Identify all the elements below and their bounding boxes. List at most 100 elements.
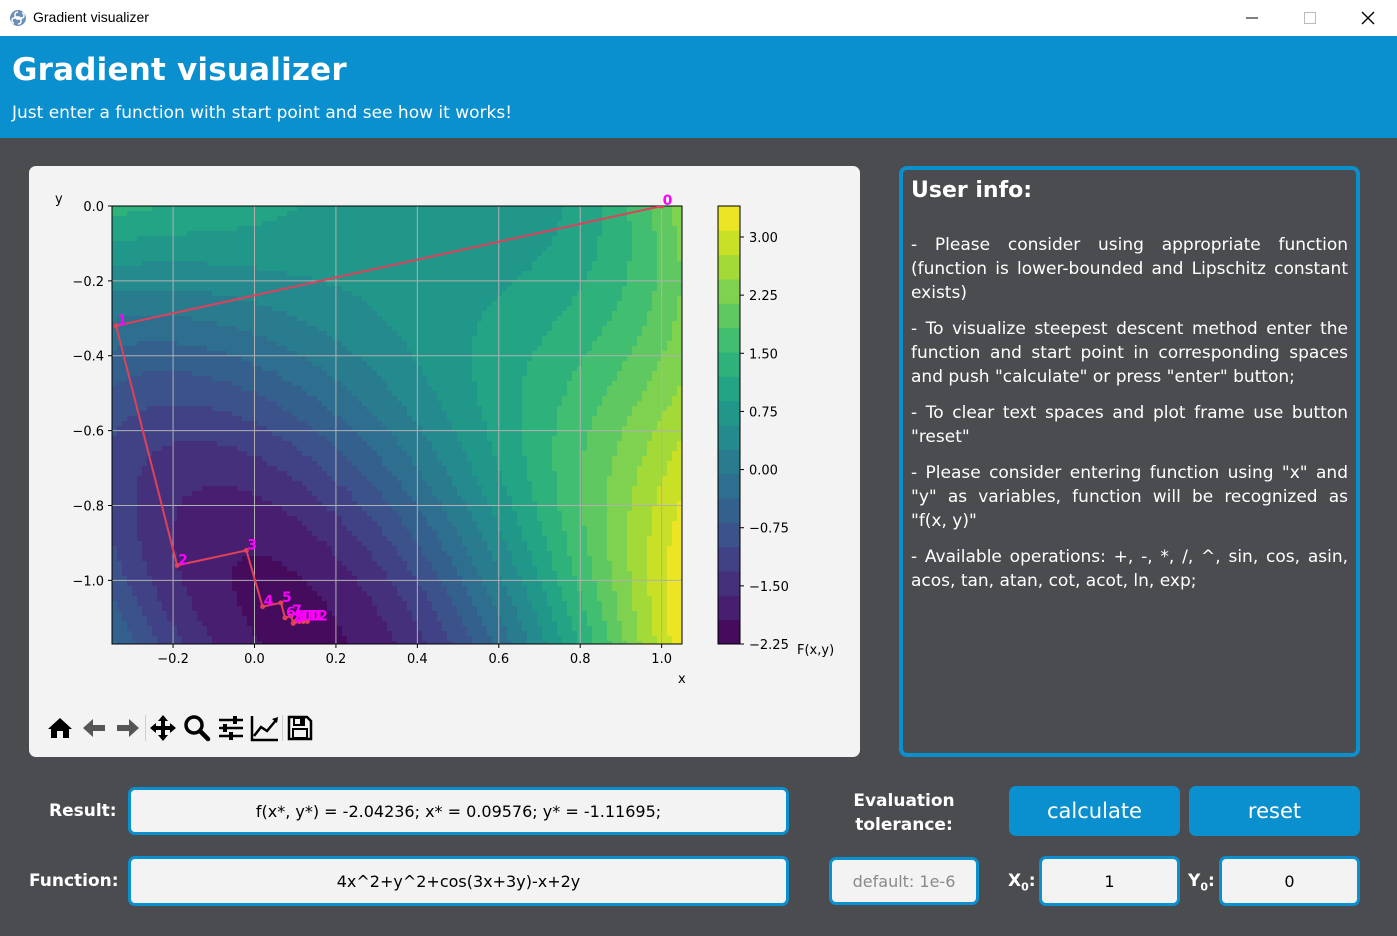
contour-cell — [112, 421, 118, 427]
contour-cell — [112, 496, 118, 502]
contour-cell — [262, 591, 268, 597]
contour-cell — [382, 241, 388, 247]
contour-cell — [202, 596, 208, 602]
contour-cell — [212, 356, 218, 362]
contour-plot[interactable]: −0.2 0.0 0.2 0.4 0.6 0.8 1.0 0.0−0.2−0.4−0.6−0… — [29, 166, 860, 711]
contour-cell — [282, 381, 288, 387]
contour-cell — [137, 456, 143, 462]
contour-cell — [152, 546, 158, 552]
contour-cell — [112, 511, 118, 517]
contour-cell — [337, 451, 343, 457]
contour-cell — [202, 236, 208, 242]
contour-cell — [357, 471, 363, 477]
contour-cell — [222, 606, 228, 612]
contour-cell — [157, 486, 163, 492]
contour-cell — [382, 266, 388, 272]
contour-cell — [127, 501, 133, 507]
contour-cell — [307, 516, 313, 522]
contour-cell — [382, 511, 388, 517]
contour-cell — [257, 221, 263, 227]
contour-cell — [367, 501, 373, 507]
contour-cell — [257, 376, 263, 382]
contour-cell — [117, 596, 123, 602]
contour-cell — [122, 596, 128, 602]
contour-cell — [152, 596, 158, 602]
contour-cell — [287, 516, 293, 522]
contour-cell — [372, 381, 378, 387]
contour-cell — [322, 361, 328, 367]
contour-cell — [172, 216, 178, 222]
contour-cell — [242, 516, 248, 522]
contour-cell — [187, 486, 193, 492]
contour-cell — [327, 396, 333, 402]
close-button[interactable] — [1345, 0, 1391, 36]
contour-cell — [117, 531, 123, 537]
contour-cell — [237, 491, 243, 497]
contour-cell — [132, 331, 138, 337]
contour-cell — [352, 556, 358, 562]
contour-cell — [322, 626, 328, 632]
contour-cell — [192, 456, 198, 462]
contour-cell — [287, 466, 293, 472]
contour-cell — [147, 386, 153, 392]
contour-cell — [137, 431, 143, 437]
contour-cell — [187, 216, 193, 222]
contour-cell — [167, 271, 173, 277]
contour-cell — [352, 246, 358, 252]
contour-cell — [307, 566, 313, 572]
contour-cell — [147, 351, 153, 357]
contour-cell — [317, 356, 323, 362]
contour-cell — [272, 636, 278, 642]
contour-cell — [242, 586, 248, 592]
contour-cell — [212, 586, 218, 592]
maximize-button[interactable] — [1287, 0, 1333, 36]
contour-cell — [187, 551, 193, 557]
contour-cell — [247, 251, 253, 257]
contour-cell — [182, 391, 188, 397]
contour-cell — [377, 596, 383, 602]
contour-cell — [152, 606, 158, 612]
contour-cell — [117, 621, 123, 627]
contour-cell — [232, 606, 238, 612]
contour-cell — [157, 471, 163, 477]
contour-cell — [262, 321, 268, 327]
contour-cell — [302, 461, 308, 467]
contour-cell — [277, 451, 283, 457]
minimize-button[interactable] — [1229, 0, 1275, 36]
contour-cell — [392, 226, 398, 232]
contour-cell — [217, 541, 223, 547]
contour-cell — [332, 446, 338, 452]
contour-cell — [377, 546, 383, 552]
contour-cell — [157, 521, 163, 527]
contour-cell — [372, 236, 378, 242]
contour-cell — [237, 461, 243, 467]
contour-cell — [347, 496, 353, 502]
contour-cell — [187, 241, 193, 247]
contour-cell — [227, 321, 233, 327]
contour-cell — [342, 361, 348, 367]
contour-cell — [332, 506, 338, 512]
contour-cell — [217, 456, 223, 462]
contour-cell — [302, 391, 308, 397]
contour-cell — [192, 361, 198, 367]
contour-cell — [217, 601, 223, 607]
contour-cell — [282, 266, 288, 272]
contour-cell — [342, 351, 348, 357]
contour-cell — [242, 346, 248, 352]
contour-cell — [317, 436, 323, 442]
contour-cell — [352, 521, 358, 527]
contour-cell — [177, 526, 183, 532]
contour-cell — [242, 626, 248, 632]
contour-cell — [172, 366, 178, 372]
contour-cell — [157, 606, 163, 612]
contour-cell — [337, 251, 343, 257]
contour-cell — [327, 546, 333, 552]
contour-cell — [322, 341, 328, 347]
contour-cell — [312, 401, 318, 407]
contour-cell — [312, 331, 318, 337]
contour-cell — [372, 431, 378, 437]
contour-cell — [392, 326, 398, 332]
contour-cell — [272, 626, 278, 632]
contour-cell — [132, 361, 138, 367]
contour-cell — [127, 236, 133, 242]
